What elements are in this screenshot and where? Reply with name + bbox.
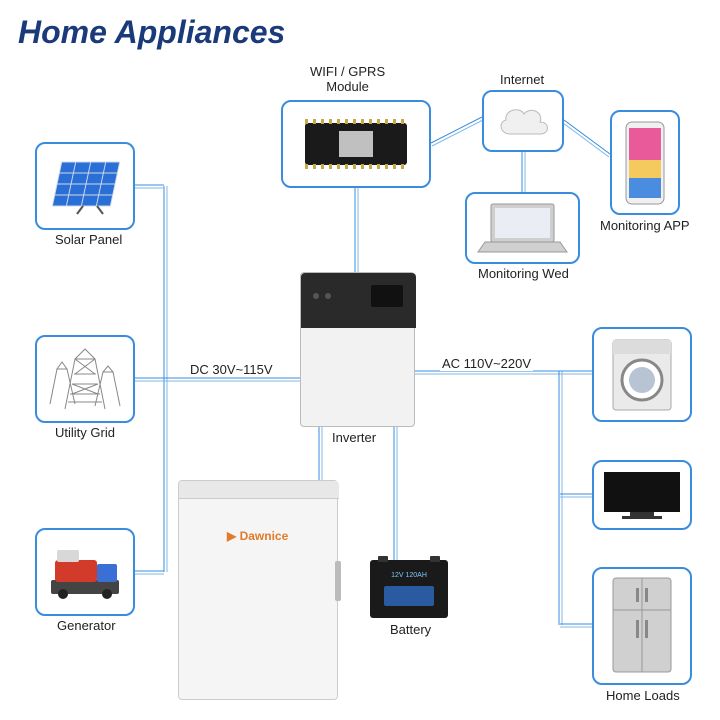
- monitoring-web-node: [465, 192, 580, 264]
- dc-voltage-label: DC 30V~115V: [188, 362, 275, 377]
- battery-spec-label: 12V 120AH: [370, 572, 448, 579]
- inverter-device: [300, 272, 415, 427]
- utility-grid-label: Utility Grid: [55, 425, 115, 440]
- monitoring-web-label: Monitoring Wed: [478, 266, 569, 281]
- utility-grid-node: [35, 335, 135, 423]
- washing-machine-node: [592, 327, 692, 422]
- wifi-module-node: [281, 100, 431, 188]
- storage-brand-label: ▶ Dawnice: [227, 529, 288, 543]
- fridge-icon: [609, 576, 675, 676]
- internet-label: Internet: [500, 72, 544, 87]
- ac-voltage-label: AC 110V~220V: [440, 356, 533, 371]
- home-loads-label: Home Loads: [606, 688, 680, 703]
- storage-device: ▶ Dawnice: [178, 480, 338, 700]
- inverter-label: Inverter: [332, 430, 376, 445]
- battery-device: 12V 120AH: [370, 560, 448, 618]
- laptop-icon: [475, 200, 570, 256]
- generator-label: Generator: [57, 618, 116, 633]
- tv-icon: [600, 468, 684, 522]
- wifi-module-icon: [291, 109, 421, 179]
- cloud-icon: [492, 100, 554, 142]
- generator-icon: [43, 542, 127, 602]
- generator-node: [35, 528, 135, 616]
- utility-grid-icon: [45, 344, 125, 414]
- solar-panel-node: [35, 142, 135, 230]
- solar-panel-label: Solar Panel: [55, 232, 122, 247]
- internet-node: [482, 90, 564, 152]
- fridge-node: [592, 567, 692, 685]
- wifi-module-label: WIFI / GPRS Module: [310, 64, 385, 94]
- monitoring-app-label: Monitoring APP: [600, 218, 690, 233]
- solar-panel-icon: [45, 156, 125, 216]
- phone-icon: [622, 120, 668, 206]
- washing-machine-icon: [607, 336, 677, 414]
- monitoring-app-node: [610, 110, 680, 215]
- tv-node: [592, 460, 692, 530]
- battery-label: Battery: [390, 622, 431, 637]
- page-title: Home Appliances: [18, 14, 285, 51]
